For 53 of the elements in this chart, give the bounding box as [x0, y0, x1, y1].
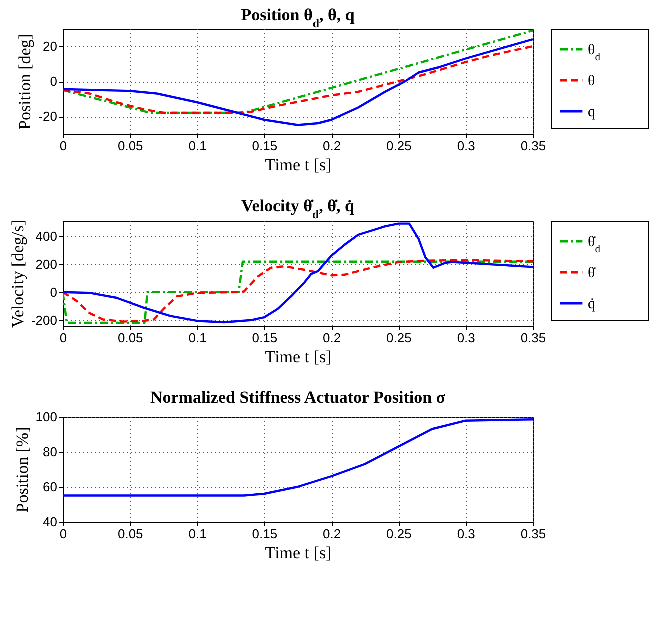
y-tick-label: -20 [38, 109, 58, 124]
chart-title: Normalized Stiffness Actuator Position σ [150, 388, 446, 407]
x-axis-title: Time t [s] [265, 348, 332, 366]
x-tick-label: 0.35 [520, 138, 546, 154]
line-series [63, 45, 533, 114]
legend-label: θ [588, 74, 596, 90]
x-tick-label: 0 [60, 330, 68, 346]
x-tick-label: 0.3 [457, 526, 476, 542]
chart-title: Position θ$_{d}$, θ, q [241, 6, 356, 30]
legend-label: θ̇ [588, 266, 596, 282]
x-axis-title: Time t [s] [265, 544, 332, 562]
x-tick-label: 0.1 [188, 526, 207, 542]
y-tick-label: 60 [43, 480, 58, 494]
x-tick-label: 0.1 [188, 138, 207, 154]
y-tick-label: 0 [50, 74, 58, 89]
x-tick-label: 0 [60, 526, 68, 542]
y-tick-label: 100 [36, 410, 58, 424]
y-tick-label: -200 [31, 312, 58, 328]
legend-label: θ$_{d}$ [588, 42, 602, 63]
line-series [63, 222, 533, 324]
y-axis-title: Velocity [deg/s] [8, 220, 28, 328]
y-axis-title: Position [%] [12, 427, 32, 513]
x-tick-label: 0.05 [118, 330, 144, 346]
chart-title: Velocity θ̇$_{d}$, θ̇, q̇ [242, 196, 356, 222]
x-tick-label: 0.25 [386, 138, 412, 154]
y-tick-label: 0 [50, 284, 58, 300]
y-axis-title: Position [deg] [16, 34, 35, 130]
x-tick-label: 0.05 [118, 526, 144, 542]
legend-label: q [588, 104, 596, 120]
x-tick-label: 0.2 [323, 526, 342, 542]
x-tick-label: 0.2 [323, 138, 342, 154]
x-tick-label: 0.25 [386, 526, 412, 542]
line-series [63, 38, 533, 126]
x-tick-label: 0.2 [323, 330, 342, 346]
y-tick-label: 80 [43, 444, 58, 460]
x-tick-label: 0.1 [188, 330, 207, 346]
x-tick-label: 0.35 [520, 526, 546, 542]
x-axis-title: Time t [s] [265, 156, 332, 174]
x-tick-label: 0.15 [252, 526, 278, 542]
x-tick-label: 0.3 [457, 330, 476, 346]
x-tick-label: 0.3 [457, 138, 476, 154]
x-tick-label: 0.15 [252, 330, 278, 346]
y-tick-label: 400 [36, 228, 58, 244]
x-tick-label: 0.15 [252, 138, 278, 154]
y-tick-label: 20 [43, 39, 58, 54]
x-tick-label: 0.05 [118, 138, 144, 154]
x-tick-label: 0.25 [386, 330, 412, 346]
x-tick-label: 0.35 [520, 330, 546, 346]
y-tick-label: 200 [36, 256, 58, 272]
y-tick-label: 40 [43, 514, 58, 530]
x-tick-label: 0 [60, 138, 68, 154]
legend-label: q̇ [588, 296, 596, 312]
legend-label: θ̇$_{d}$ [588, 234, 602, 255]
